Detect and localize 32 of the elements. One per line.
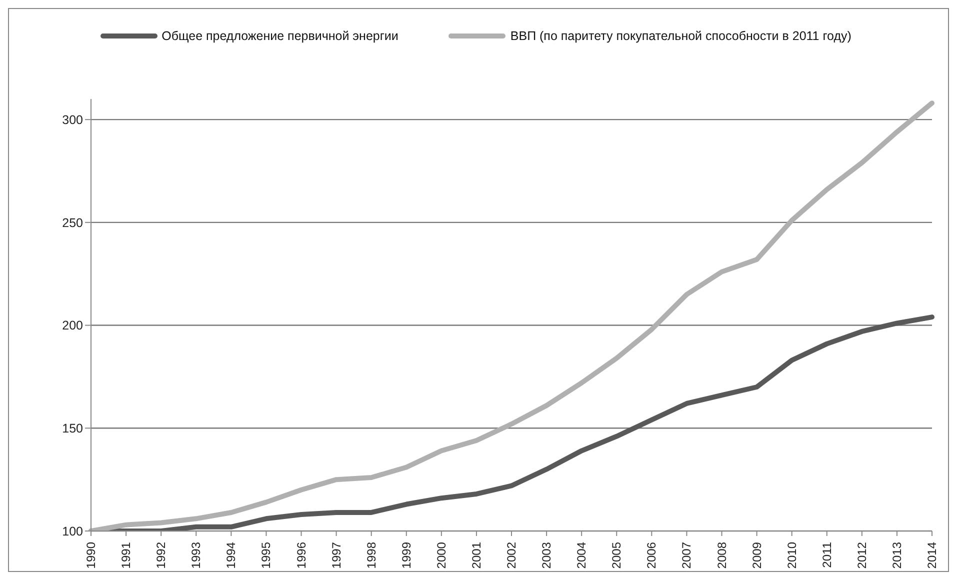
x-tick-label: 1990	[84, 542, 98, 569]
x-tick-label: 2010	[784, 542, 799, 569]
x-tick-label: 2005	[610, 542, 624, 569]
y-tick-label: 300	[62, 113, 84, 128]
y-tick-label: 200	[62, 318, 84, 333]
x-tick-label: 2001	[469, 542, 484, 569]
y-tick-label: 150	[62, 422, 84, 436]
y-tick-label: 250	[62, 216, 84, 230]
x-tick-label: 2013	[890, 542, 904, 569]
x-tick-label: 2003	[540, 542, 554, 569]
x-tick-label: 1992	[154, 542, 168, 569]
x-tick-label: 2004	[574, 542, 589, 569]
x-tick-label: 1995	[259, 542, 274, 569]
x-tick-label: 1998	[364, 542, 378, 569]
x-tick-label: 1997	[329, 542, 344, 569]
x-tick-label: 2006	[644, 542, 659, 569]
x-tick-label: 2009	[750, 542, 764, 569]
x-tick-label: 2000	[434, 542, 448, 569]
x-tick-label: 1991	[119, 542, 134, 569]
x-tick-label: 1994	[224, 542, 238, 569]
x-tick-label: 2007	[680, 542, 694, 569]
x-tick-label: 2012	[854, 542, 869, 569]
x-tick-label: 1999	[399, 542, 414, 569]
x-tick-label: 2008	[714, 542, 729, 569]
x-tick-label: 1996	[294, 542, 308, 569]
x-tick-label: 1993	[189, 542, 204, 569]
x-tick-label: 2011	[820, 542, 834, 568]
y-tick-label: 100	[62, 524, 84, 538]
x-tick-label: 2014	[925, 542, 939, 569]
legend-label: ВВП (по паритету покупательной способности в 2011 году)	[509, 29, 852, 43]
legend-label: Общее предложение первичной энергии	[160, 29, 398, 43]
x-tick-label: 2002	[504, 542, 518, 569]
